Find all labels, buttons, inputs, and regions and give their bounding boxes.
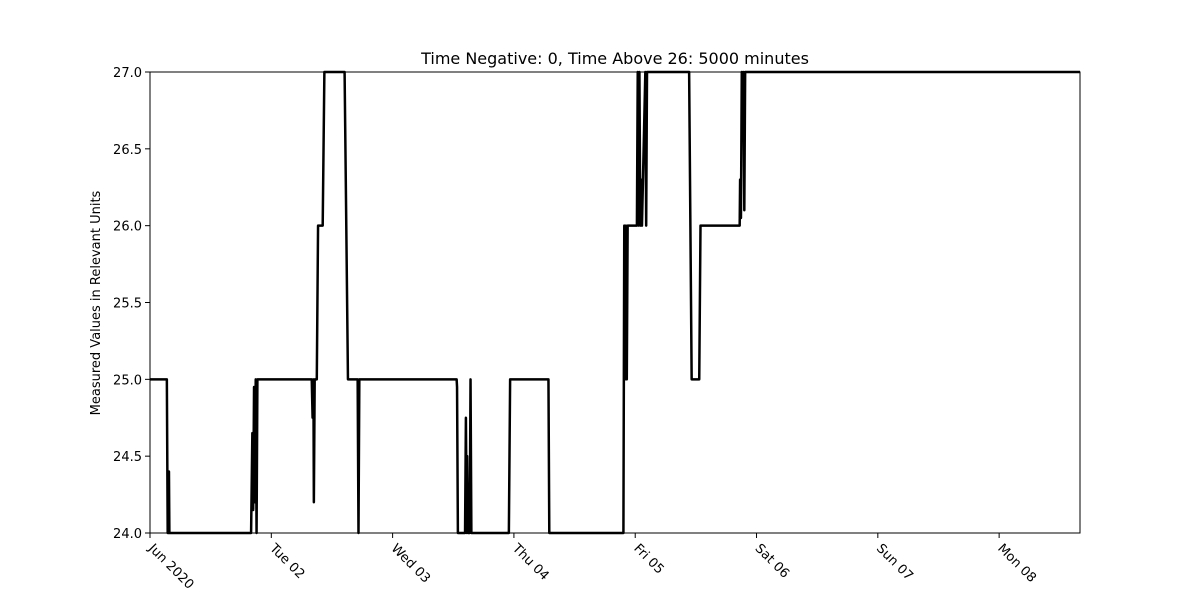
y-tick-label: 26.0 — [113, 220, 142, 235]
chart-title: Time Negative: 0, Time Above 26: 5000 mi… — [420, 49, 809, 68]
y-axis-label: Measured Values in Relevant Units — [89, 190, 104, 415]
y-tick-label: 27.0 — [113, 66, 142, 81]
y-axis-ticks: 24.0 24.5 25.0 25.5 26.0 26.5 27.0 — [113, 66, 150, 542]
x-axis-ticks: Jun 2020 Tue 02 Wed 03 Thu 04 Fri 05 Sat 06 Su… — [144, 533, 1039, 593]
x-tick-label: Thu 04 — [508, 541, 551, 584]
x-tick-label: Tue 02 — [266, 541, 308, 583]
x-tick-label: Wed 03 — [388, 541, 433, 586]
y-tick-label: 24.0 — [113, 527, 142, 542]
x-tick-label: Sat 06 — [752, 541, 792, 581]
plot-series — [150, 70, 1080, 535]
y-tick-label: 25.0 — [113, 373, 142, 388]
x-tick-label: Mon 08 — [994, 541, 1039, 586]
y-tick-label: 24.5 — [113, 450, 142, 465]
x-tick-label: Jun 2020 — [144, 541, 196, 593]
series-line — [150, 70, 1080, 535]
y-tick-label: 26.5 — [113, 143, 142, 158]
x-tick-label: Fri 05 — [630, 541, 666, 577]
x-tick-label: Sun 07 — [873, 541, 916, 584]
plot-frame — [149, 71, 1081, 534]
y-tick-label: 25.5 — [113, 297, 142, 312]
